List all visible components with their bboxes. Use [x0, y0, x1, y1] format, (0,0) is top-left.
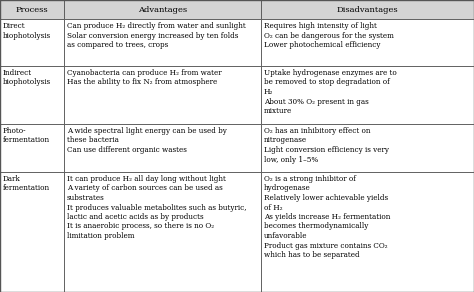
- Text: Direct
biophotolysis: Direct biophotolysis: [3, 22, 51, 39]
- Text: O₂ has an inhibitory effect on
nitrogenase
Light conversion efficiency is very
l: O₂ has an inhibitory effect on nitrogena…: [264, 127, 389, 164]
- Bar: [0, 66, 64, 124]
- Text: Disadvantages: Disadvantages: [337, 6, 398, 13]
- Bar: [64, 66, 261, 124]
- Bar: [0, 0, 64, 19]
- Bar: [0, 172, 64, 292]
- Text: Requires high intensity of light
O₂ can be dangerous for the system
Lower photoc: Requires high intensity of light O₂ can …: [264, 22, 393, 49]
- Text: Photo-
fermentation: Photo- fermentation: [3, 127, 50, 145]
- Text: It can produce H₂ all day long without light
A variety of carbon sources can be : It can produce H₂ all day long without l…: [67, 175, 246, 240]
- Bar: [64, 19, 261, 66]
- Bar: [64, 124, 261, 172]
- Bar: [261, 172, 474, 292]
- Bar: [261, 124, 474, 172]
- Text: Uptake hydrogenase enzymes are to
be removed to stop degradation of
H₂
About 30%: Uptake hydrogenase enzymes are to be rem…: [264, 69, 396, 115]
- Text: A wide spectral light energy can be used by
these bacteria
Can use different org: A wide spectral light energy can be used…: [67, 127, 227, 154]
- Bar: [64, 172, 261, 292]
- Text: Dark
fermentation: Dark fermentation: [3, 175, 50, 192]
- Text: Indirect
biophotolysis: Indirect biophotolysis: [3, 69, 51, 86]
- Bar: [261, 19, 474, 66]
- Bar: [0, 124, 64, 172]
- Text: Cyanobacteria can produce H₂ from water
Has the ability to fix N₂ from atmospher: Cyanobacteria can produce H₂ from water …: [67, 69, 222, 86]
- Text: Can produce H₂ directly from water and sunlight
Solar conversion energy increase: Can produce H₂ directly from water and s…: [67, 22, 246, 49]
- Bar: [261, 66, 474, 124]
- Text: Advantages: Advantages: [138, 6, 187, 13]
- Text: Process: Process: [16, 6, 48, 13]
- Bar: [64, 0, 261, 19]
- Bar: [0, 19, 64, 66]
- Bar: [261, 0, 474, 19]
- Text: O₂ is a strong inhibitor of
hydrogenase
Relatively lower achievable yields
of H₂: O₂ is a strong inhibitor of hydrogenase …: [264, 175, 390, 259]
